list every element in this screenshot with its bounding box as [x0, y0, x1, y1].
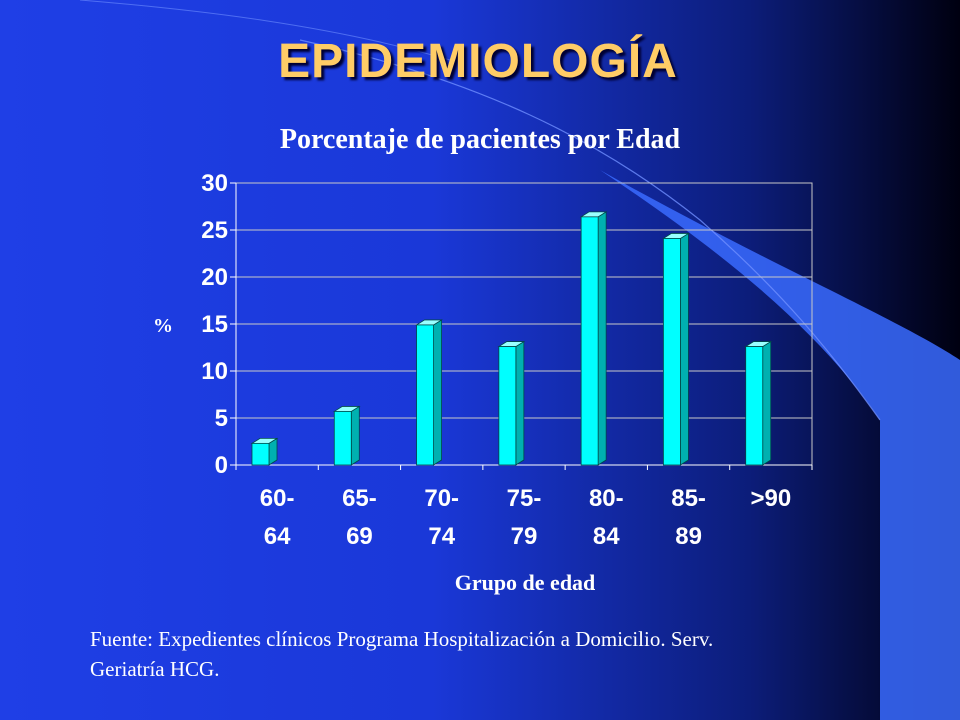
x-tick-label: 70- — [424, 485, 459, 512]
source-line-1: Fuente: Expedientes clínicos Programa Ho… — [90, 627, 714, 651]
x-tick-label: 84 — [593, 523, 620, 550]
x-tick-label: 85- — [671, 485, 706, 512]
y-tick-label: 20 — [201, 264, 228, 291]
y-tick-label: 15 — [201, 311, 228, 338]
bar — [416, 324, 434, 466]
x-tick-label: 80- — [589, 485, 624, 512]
x-tick-label: 69 — [346, 523, 373, 550]
x-tick-label: 75- — [507, 485, 542, 512]
y-tick-label: 30 — [201, 170, 228, 197]
source-note: Fuente: Expedientes clínicos Programa Ho… — [90, 624, 910, 684]
y-tick-label: 25 — [201, 217, 228, 244]
x-tick-label: 79 — [511, 523, 538, 550]
plot-area: 0 5 10 15 20 25 30 60- 64 65- 69 70- 74 75- 79 80- 84 85-… — [201, 170, 813, 550]
bar — [745, 346, 764, 466]
bar — [251, 442, 270, 466]
bar — [580, 216, 599, 466]
x-tick-label: >90 — [750, 485, 791, 512]
bar-side — [433, 319, 442, 466]
y-axis-label: % — [153, 315, 173, 337]
source-line-2: Geriatría HCG. — [90, 657, 220, 681]
bar-side — [680, 232, 689, 466]
x-tick-label: 74 — [428, 523, 455, 550]
slide-title-text: EPIDEMIOLOGÍA — [278, 35, 678, 88]
x-tick-label: 64 — [264, 523, 291, 550]
x-axis-label: Grupo de edad — [455, 570, 596, 595]
slide-title: EPIDEMIOLOGÍA — [0, 34, 960, 89]
x-tick-label: 60- — [260, 485, 295, 512]
y-tick-label: 5 — [215, 405, 228, 432]
bar-chart: Porcentaje de pacientes por Edad 0 5 10 15 2… — [153, 124, 813, 595]
bar-side — [762, 340, 772, 466]
bar — [498, 346, 517, 466]
bar — [663, 238, 681, 466]
bar-side — [515, 340, 525, 466]
bar-side — [350, 405, 360, 466]
decor-wave-line-2 — [79, 0, 451, 61]
x-tick-label: 65- — [342, 485, 377, 512]
chart-title: Porcentaje de pacientes por Edad — [280, 124, 681, 155]
decor-wave-band — [600, 170, 960, 720]
y-tick-label: 10 — [201, 358, 228, 385]
decor-wave-line — [299, 39, 881, 421]
x-tick-label: 89 — [675, 523, 702, 550]
bar-side — [597, 211, 607, 466]
bar — [333, 411, 352, 466]
y-tick-label: 0 — [215, 452, 228, 479]
